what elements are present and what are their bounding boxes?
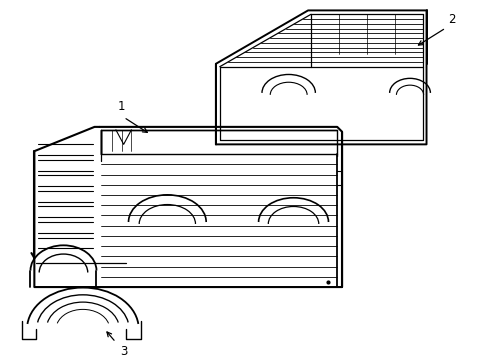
Text: 3: 3 bbox=[120, 345, 127, 358]
Text: 1: 1 bbox=[118, 100, 125, 113]
Text: 2: 2 bbox=[448, 13, 455, 26]
